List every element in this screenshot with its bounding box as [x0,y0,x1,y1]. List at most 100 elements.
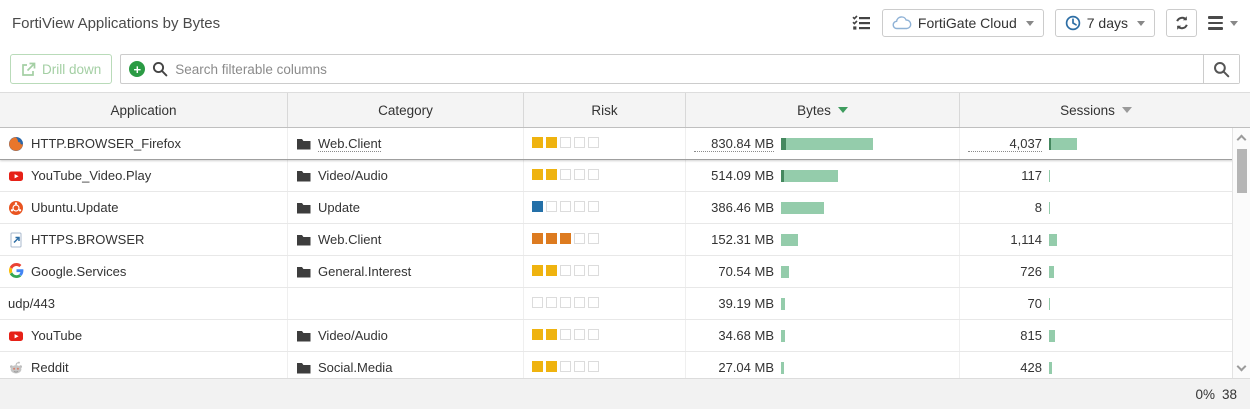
device-selector-label: FortiGate Cloud [917,15,1017,31]
column-header-category[interactable]: Category [288,93,524,127]
search-submit-button[interactable] [1203,55,1239,83]
category-name[interactable]: Update [318,200,360,215]
add-filter-icon[interactable]: + [129,61,146,77]
device-selector-button[interactable]: FortiGate Cloud [881,9,1044,37]
bytes-cell: 39.19 MB [686,288,960,319]
bytes-bar [781,137,873,150]
risk-cell [524,192,686,223]
sessions-value[interactable]: 8 [1034,200,1042,215]
bytes-value[interactable]: 152.31 MB [711,232,774,247]
time-range-button[interactable]: 7 days [1054,9,1155,37]
youtube-icon [8,328,24,344]
table-row[interactable]: YouTube Video/Audio 34.68 MB 815 [0,320,1250,352]
sessions-value[interactable]: 815 [1020,328,1042,343]
application-name: HTTP.BROWSER_Firefox [31,136,182,151]
bytes-sent-bar [781,169,784,182]
sort-desc-icon [837,107,848,113]
category-cell: Video/Audio [288,160,524,191]
risk-cell [524,160,686,191]
sessions-bar [1049,201,1050,214]
category-name[interactable]: Web.Client [318,232,382,247]
table-row[interactable]: YouTube_Video.Play Video/Audio 514.09 MB… [0,160,1250,192]
page-title: FortiView Applications by Bytes [12,14,221,32]
scroll-down-icon[interactable] [1236,361,1247,372]
folder-icon [296,169,311,182]
column-header-bytes[interactable]: Bytes [686,93,960,127]
category-name[interactable]: Video/Audio [318,168,388,183]
column-header-sessions[interactable]: Sessions [960,93,1232,127]
table-row[interactable]: Google.Services General.Interest 70.54 M… [0,256,1250,288]
table-header-row: Application Category Risk Bytes Sessions [0,93,1250,128]
bytes-bar [781,361,784,374]
sessions-value[interactable]: 70 [1027,296,1042,311]
scroll-up-icon[interactable] [1236,134,1247,145]
column-header-risk[interactable]: Risk [524,93,686,127]
bytes-value[interactable]: 70.54 MB [718,264,774,279]
sessions-bar [1049,233,1057,246]
category-cell: Social.Media [288,352,524,378]
bytes-cell: 386.46 MB [686,192,960,223]
column-label: Sessions [1060,102,1115,118]
bytes-value[interactable]: 514.09 MB [711,168,774,183]
status-count: 38 [1221,386,1237,402]
sessions-value[interactable]: 1,114 [1010,232,1042,247]
bytes-value[interactable]: 27.04 MB [718,360,774,375]
category-name[interactable]: Social.Media [318,360,393,375]
sessions-value[interactable]: 4,037 [968,136,1042,152]
bytes-bar [781,201,824,214]
bytes-value[interactable]: 386.46 MB [711,200,774,215]
table-row[interactable]: Reddit Social.Media 27.04 MB 428 [0,352,1250,378]
bytes-cell: 152.31 MB [686,224,960,255]
column-header-application[interactable]: Application [0,93,288,127]
drill-down-button[interactable]: Drill down [10,54,113,84]
category-name[interactable]: Video/Audio [318,328,388,343]
risk-bar [532,136,602,151]
table-row[interactable]: udp/443 39.19 MB 70 [0,288,1250,320]
column-label: Bytes [797,102,831,118]
menu-button[interactable] [1208,16,1238,30]
table-row[interactable]: Ubuntu.Update Update 386.46 MB 8 [0,192,1250,224]
refresh-button[interactable] [1166,9,1197,37]
search-bar: + [120,54,1240,84]
sessions-bar [1049,169,1050,182]
bytes-value[interactable]: 830.84 MB [694,136,774,152]
sessions-cell: 117 [960,160,1232,191]
sessions-value[interactable]: 428 [1020,360,1042,375]
chevron-down-icon [1230,20,1238,26]
time-range-label: 7 days [1086,15,1128,31]
category-name[interactable]: General.Interest [318,264,412,279]
browser-page-icon [8,232,24,248]
sessions-value[interactable]: 726 [1020,264,1042,279]
application-cell: YouTube [0,320,288,351]
table-row[interactable]: HTTPS.BROWSER Web.Client 152.31 MB 1,114 [0,224,1250,256]
search-icon [1213,61,1230,78]
risk-cell [524,128,686,159]
clock-icon [1065,15,1081,31]
sessions-bar [1049,329,1055,342]
category-cell [288,288,524,319]
bytes-value[interactable]: 39.19 MB [718,296,774,311]
folder-icon [296,361,311,374]
bytes-cell: 830.84 MB [686,128,960,159]
risk-cell [524,224,686,255]
application-cell: udp/443 [0,288,288,319]
scrollbar-thumb[interactable] [1236,149,1247,193]
bytes-bar [781,329,785,342]
application-cell: YouTube_Video.Play [0,160,288,191]
risk-bar [532,200,602,215]
vertical-scrollbar[interactable] [1232,128,1250,378]
checklist-icon[interactable] [852,15,871,31]
risk-bar [532,264,602,279]
ubuntu-icon [8,200,24,216]
bytes-bar [781,265,789,278]
sessions-value[interactable]: 117 [1021,168,1042,183]
risk-bar [532,360,602,375]
search-input[interactable] [175,61,1195,77]
titlebar-actions: FortiGate Cloud 7 days [852,9,1238,37]
category-name[interactable]: Web.Client [318,135,382,152]
risk-cell [524,352,686,378]
bytes-value[interactable]: 34.68 MB [718,328,774,343]
table-row[interactable]: HTTP.BROWSER_Firefox Web.Client 830.84 M… [0,128,1250,160]
risk-cell [524,256,686,287]
sessions-cell: 726 [960,256,1232,287]
